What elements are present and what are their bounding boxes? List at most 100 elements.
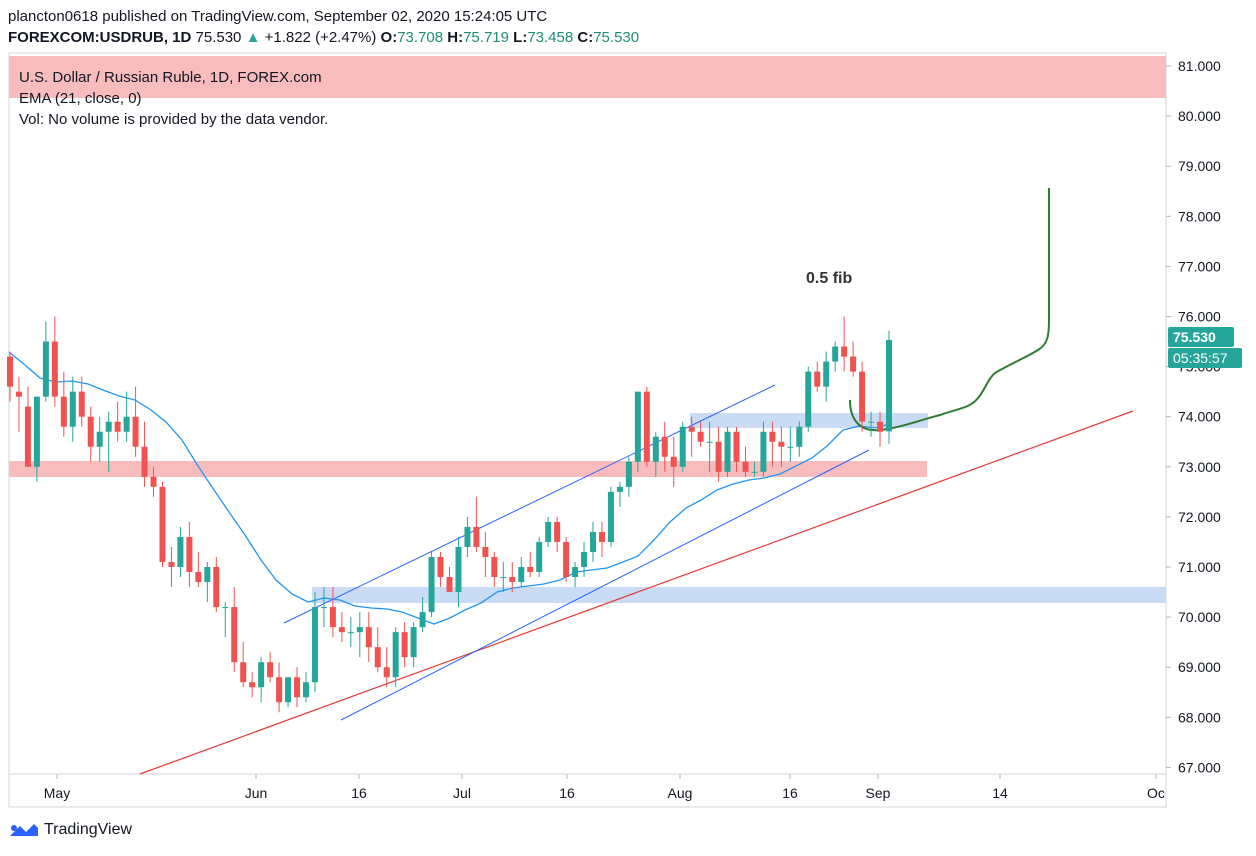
candle-body[interactable] [814,371,821,387]
candle-body[interactable] [859,371,866,422]
candle-body[interactable] [338,627,345,633]
candle-body[interactable] [679,426,686,467]
candle-body[interactable] [643,391,650,462]
candle-body[interactable] [760,431,767,472]
candle-body[interactable] [518,567,525,583]
candle-body[interactable] [473,526,480,547]
candle-body[interactable] [213,567,220,608]
candle-body[interactable] [204,567,211,583]
candle-body[interactable] [96,431,103,447]
channel-lower-line[interactable] [340,449,870,721]
candle-body[interactable] [311,607,318,683]
candle-body[interactable] [877,421,884,432]
candle-body[interactable] [868,421,875,423]
candle-body[interactable] [365,627,372,648]
candle-body[interactable] [150,476,157,487]
candle-body[interactable] [258,662,265,688]
candle-body[interactable] [329,607,336,628]
candle-body[interactable] [616,486,623,492]
candle-body[interactable] [428,556,435,613]
candle-body[interactable] [805,371,812,427]
candle-body[interactable] [114,421,121,432]
candle-body[interactable] [419,612,426,628]
candle-body[interactable] [105,421,112,432]
red-trendline[interactable] [139,410,1134,775]
candle-body[interactable] [302,682,309,698]
candle-body[interactable] [482,546,489,557]
candle-body[interactable] [437,556,444,578]
candle-body[interactable] [787,446,794,448]
candle-body[interactable] [320,607,327,609]
candle-body[interactable] [168,561,175,567]
candle-body[interactable] [796,426,803,447]
candle-body[interactable] [509,577,516,583]
candle-body[interactable] [688,426,695,432]
candle-body[interactable] [545,521,552,542]
candle-body[interactable] [240,662,247,683]
candle-body[interactable] [410,627,417,658]
candle-body[interactable] [598,531,605,542]
candle-body[interactable] [15,391,22,397]
candle-body[interactable] [7,356,13,387]
symbol-label[interactable]: FOREXCOM:USDRUB, 1D [8,29,192,46]
candle-body[interactable] [706,441,713,443]
candle-body[interactable] [347,632,354,634]
candle-body[interactable] [832,346,839,362]
candle-body[interactable] [186,536,193,573]
candle-body[interactable] [195,572,202,583]
candle-body[interactable] [446,577,453,593]
candle-body[interactable] [769,431,776,442]
candle-body[interactable] [249,682,256,688]
candle-body[interactable] [823,361,830,387]
candle-body[interactable] [42,341,49,397]
candle-body[interactable] [670,456,677,467]
candle-body[interactable] [69,391,76,427]
candle-body[interactable] [527,567,534,573]
candle-body[interactable] [356,627,363,633]
candle-body[interactable] [778,441,785,447]
candle-body[interactable] [285,677,292,703]
candle-body[interactable] [374,647,381,668]
candle-body[interactable] [267,662,274,678]
candle-body[interactable] [751,471,758,473]
candle-body[interactable] [850,356,857,372]
candle-body[interactable] [455,546,462,593]
channel-upper-line[interactable] [283,384,776,624]
candle-body[interactable] [590,531,597,552]
candle-body[interactable] [132,416,139,447]
candle-body[interactable] [634,391,641,462]
candle-body[interactable] [141,446,148,477]
candle-body[interactable] [87,416,94,447]
candle-body[interactable] [886,340,892,432]
candle-body[interactable] [78,391,85,417]
candle-body[interactable] [652,436,659,462]
candle-body[interactable] [392,632,399,678]
candle-body[interactable] [294,677,301,698]
candle-body[interactable] [24,406,31,467]
candle-body[interactable] [464,526,471,547]
candle-body[interactable] [697,431,704,442]
candle-body[interactable] [500,577,507,579]
candle-body[interactable] [401,632,408,658]
candle-body[interactable] [491,556,498,578]
candle-body[interactable] [742,461,749,472]
candle-body[interactable] [159,486,166,562]
candle-body[interactable] [536,541,543,573]
candle-body[interactable] [581,551,588,567]
candle-body[interactable] [715,441,722,472]
candle-body[interactable] [177,536,184,567]
candle-body[interactable] [661,436,668,457]
candle-body[interactable] [563,541,570,578]
candle-body[interactable] [231,607,238,663]
candle-body[interactable] [222,607,229,609]
candle-body[interactable] [607,491,614,542]
candle-body[interactable] [51,341,58,397]
candle-body[interactable] [123,416,130,432]
candle-body[interactable] [841,346,848,357]
candle-body[interactable] [572,567,579,578]
candle-body[interactable] [383,667,390,678]
tradingview-footer[interactable]: TradingView [8,820,132,840]
candle-body[interactable] [60,396,67,427]
candle-body[interactable] [625,461,632,487]
